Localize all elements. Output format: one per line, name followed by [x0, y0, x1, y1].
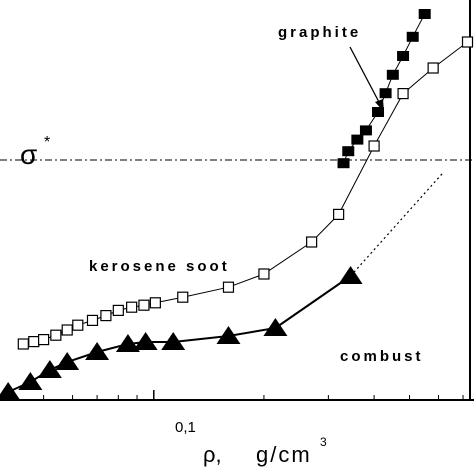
- kerosene-soot-point: [397, 87, 409, 100]
- kerosene-soot-point: [72, 319, 84, 331]
- kerosene-soot-point: [306, 236, 318, 248]
- kerosene-soot-point: [86, 314, 99, 326]
- kerosene-soot-point: [258, 268, 270, 280]
- kerosene-soot-point: [333, 208, 345, 220]
- kerosene-soot-point: [138, 299, 150, 311]
- kerosene-soot-point: [427, 62, 439, 74]
- x-axis-unit-sup: 3: [320, 435, 327, 449]
- kerosene-soot-point: [149, 297, 161, 309]
- kerosene-soot-point: [112, 304, 124, 316]
- graphite-point: [337, 158, 350, 169]
- combust-point: [161, 332, 186, 350]
- kerosene-soot-point: [61, 324, 73, 336]
- combust-point: [0, 382, 21, 400]
- kerosene-soot-point: [222, 281, 235, 293]
- threshold-label-sup: *: [44, 134, 50, 151]
- kerosene-soot-point: [17, 338, 29, 350]
- chart-labels: graphite kerosene soot combust σ * 0,1 ρ…: [20, 24, 424, 467]
- axes: [0, 0, 474, 401]
- combust-point: [216, 326, 241, 344]
- kerosene-soot-line: [23, 41, 468, 345]
- combust-point: [85, 342, 110, 360]
- graphite-point: [397, 51, 410, 61]
- x-axis-unit: g/cm: [256, 442, 312, 467]
- graphite-point: [342, 146, 355, 157]
- graphite-point: [351, 134, 364, 145]
- combust-point: [133, 332, 158, 350]
- kerosene-soot-point: [461, 36, 474, 48]
- series-label-combust: combust: [340, 348, 424, 365]
- kerosene-soot-point: [50, 329, 62, 341]
- x-axis-symbol: ρ,: [203, 442, 222, 467]
- kerosene-soot-point: [100, 310, 112, 322]
- series-label-kerosene-soot: kerosene soot: [89, 258, 230, 275]
- series-markers: [0, 9, 474, 400]
- graphite-point: [379, 88, 392, 99]
- kerosene-soot-point: [38, 334, 50, 346]
- graphite-point: [418, 9, 431, 19]
- combust-point: [18, 372, 43, 390]
- combust-point: [263, 318, 288, 336]
- combust-extrapolation-line: [350, 171, 445, 277]
- kerosene-soot-point: [177, 291, 189, 303]
- graphite-point: [359, 125, 372, 136]
- kerosene-soot-point: [368, 140, 380, 152]
- combust-point: [115, 334, 140, 352]
- graphite-arrow: [349, 46, 384, 112]
- combust-point: [55, 352, 80, 370]
- threshold-label: σ: [20, 139, 37, 170]
- series-label-graphite: graphite: [278, 24, 361, 41]
- graphite-point: [372, 107, 385, 117]
- graphite-point: [406, 31, 419, 42]
- graphite-point: [386, 69, 399, 80]
- kerosene-soot-point: [126, 301, 138, 313]
- graphite-arrow-shaft: [349, 46, 381, 105]
- combust-point: [37, 360, 62, 378]
- graphite-arrow-head: [375, 99, 384, 112]
- combust-point: [338, 266, 363, 284]
- kerosene-soot-point: [28, 336, 40, 348]
- x-tick-label-0.1: 0,1: [175, 419, 196, 436]
